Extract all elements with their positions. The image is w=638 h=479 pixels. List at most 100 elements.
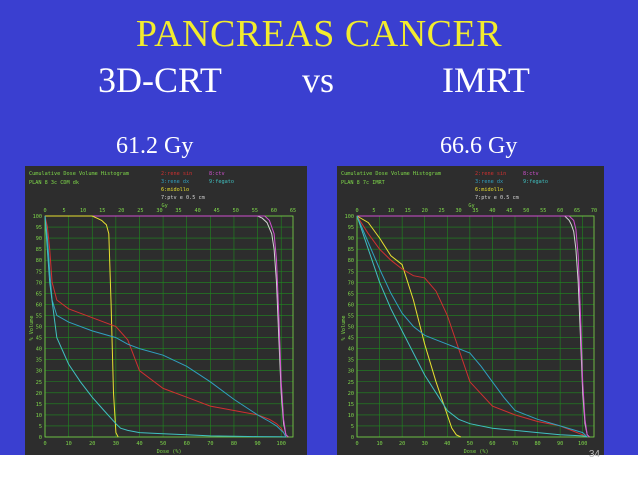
top-tick-label: 55 bbox=[540, 208, 546, 214]
y-tick-label: 90 bbox=[36, 236, 42, 242]
x-tick-label: 60 bbox=[184, 441, 190, 447]
top-tick-label: 40 bbox=[489, 208, 495, 214]
dvh-chart-imrt: Cumulative Dose Volume Histogram PLAN 8 7… bbox=[341, 171, 597, 455]
y-tick-label: 95 bbox=[348, 225, 354, 231]
top-axis-label: Gy bbox=[468, 203, 474, 209]
y-tick-label: 30 bbox=[348, 369, 354, 375]
legend-entry: 7:ptv e 0.5 cm bbox=[161, 195, 205, 201]
y-tick-label: 40 bbox=[348, 347, 354, 353]
dvh-curve-fegato bbox=[356, 215, 588, 438]
y-tick-label: 100 bbox=[33, 214, 42, 220]
dvh-panel-3dcrt: Cumulative Dose Volume Histogram PLAN 8 3… bbox=[25, 166, 307, 455]
y-tick-label: 35 bbox=[348, 358, 354, 364]
y-tick-label: 65 bbox=[36, 291, 42, 297]
top-tick-label: 15 bbox=[405, 208, 411, 214]
dvh-curve-rene-dx bbox=[356, 215, 588, 438]
x-axis-label: Dose (%) bbox=[157, 449, 182, 455]
y-tick-label: 70 bbox=[348, 280, 354, 286]
top-tick-label: 15 bbox=[99, 208, 105, 214]
y-tick-label: 40 bbox=[36, 347, 42, 353]
top-tick-label: 50 bbox=[233, 208, 239, 214]
y-tick-label: 60 bbox=[348, 302, 354, 308]
y-tick-label: 100 bbox=[345, 214, 354, 220]
chart-header: Cumulative Dose Volume Histogram bbox=[341, 171, 441, 177]
top-tick-label: 5 bbox=[372, 208, 375, 214]
y-tick-label: 55 bbox=[36, 313, 42, 319]
legend-entry: 8:ctv bbox=[523, 171, 539, 177]
top-tick-label: 30 bbox=[455, 208, 461, 214]
y-tick-label: 0 bbox=[351, 435, 354, 441]
top-tick-label: 20 bbox=[422, 208, 428, 214]
x-tick-label: 50 bbox=[160, 441, 166, 447]
dvh-curve-midollo bbox=[356, 215, 462, 438]
y-tick-label: 50 bbox=[348, 325, 354, 331]
top-tick-label: 50 bbox=[523, 208, 529, 214]
top-tick-label: 0 bbox=[43, 208, 46, 214]
top-tick-label: 65 bbox=[290, 208, 296, 214]
grid-lines bbox=[356, 215, 594, 438]
legend-entry: 6:midollo bbox=[161, 187, 189, 193]
x-tick-label: 80 bbox=[231, 441, 237, 447]
y-axis-label: % Volume bbox=[29, 316, 35, 341]
legend-entry: 3:rene dx bbox=[161, 179, 189, 185]
y-tick-label: 75 bbox=[348, 269, 354, 275]
y-tick-label: 75 bbox=[36, 269, 42, 275]
top-tick-label: 65 bbox=[574, 208, 580, 214]
dvh-curve-ptv bbox=[45, 215, 289, 438]
y-tick-label: 20 bbox=[348, 391, 354, 397]
x-tick-label: 100 bbox=[578, 441, 587, 447]
y-tick-label: 5 bbox=[351, 424, 354, 430]
x-tick-label: 10 bbox=[376, 441, 382, 447]
top-tick-label: 30 bbox=[156, 208, 162, 214]
chart-plan-label: PLAN 8 3c CDM dk bbox=[29, 180, 80, 186]
dvh-curve-ptv bbox=[357, 215, 590, 438]
legend-entry: 9:fegato bbox=[523, 179, 548, 185]
x-tick-label: 30 bbox=[113, 441, 119, 447]
right-dose-label: 66.6 Gy bbox=[440, 133, 518, 159]
y-tick-label: 65 bbox=[348, 291, 354, 297]
x-tick-label: 70 bbox=[512, 441, 518, 447]
y-tick-label: 20 bbox=[36, 391, 42, 397]
dvh-curve-rene-sin bbox=[44, 215, 287, 438]
top-tick-label: 70 bbox=[591, 208, 597, 214]
legend-entry: 9:fegato bbox=[209, 179, 234, 185]
top-tick-label: 60 bbox=[271, 208, 277, 214]
legend-entry: 7:ptv e 0.5 cm bbox=[475, 195, 519, 201]
y-tick-label: 70 bbox=[36, 280, 42, 286]
left-heading: 3D-CRT bbox=[98, 60, 222, 100]
y-tick-label: 95 bbox=[36, 225, 42, 231]
x-tick-label: 30 bbox=[422, 441, 428, 447]
y-tick-label: 55 bbox=[348, 313, 354, 319]
y-tick-label: 45 bbox=[36, 336, 42, 342]
legend-entry: 2:rene sin bbox=[475, 171, 506, 177]
top-tick-label: 35 bbox=[175, 208, 181, 214]
x-tick-label: 80 bbox=[534, 441, 540, 447]
slide-background: PANCREAS CANCER 3D-CRT vs IMRT 61.2 Gy 6… bbox=[0, 0, 638, 455]
x-tick-label: 0 bbox=[43, 441, 46, 447]
dvh-curve-fegato bbox=[44, 215, 286, 438]
x-tick-label: 90 bbox=[254, 441, 260, 447]
y-tick-label: 15 bbox=[348, 402, 354, 408]
top-tick-label: 25 bbox=[137, 208, 143, 214]
y-tick-label: 60 bbox=[36, 302, 42, 308]
page-number: 34 bbox=[588, 449, 600, 460]
slide-title: PANCREAS CANCER bbox=[135, 13, 503, 55]
y-tick-label: 80 bbox=[348, 258, 354, 264]
top-tick-label: 45 bbox=[214, 208, 220, 214]
dvh-curve-ctv bbox=[45, 215, 289, 438]
top-tick-label: 40 bbox=[194, 208, 200, 214]
legend-entry: 3:rene dx bbox=[475, 179, 503, 185]
legend-entry: 6:midollo bbox=[475, 187, 503, 193]
y-tick-label: 25 bbox=[36, 380, 42, 386]
y-tick-label: 80 bbox=[36, 258, 42, 264]
top-tick-label: 55 bbox=[252, 208, 258, 214]
y-tick-label: 90 bbox=[348, 236, 354, 242]
chart-plan-label: PLAN 8 7c IMRT bbox=[341, 180, 385, 186]
top-tick-label: 35 bbox=[472, 208, 478, 214]
vs-label: vs bbox=[302, 60, 335, 100]
y-tick-label: 25 bbox=[348, 380, 354, 386]
x-tick-label: 90 bbox=[557, 441, 563, 447]
x-tick-label: 40 bbox=[136, 441, 142, 447]
top-tick-label: 5 bbox=[63, 208, 66, 214]
x-tick-label: 10 bbox=[65, 441, 71, 447]
